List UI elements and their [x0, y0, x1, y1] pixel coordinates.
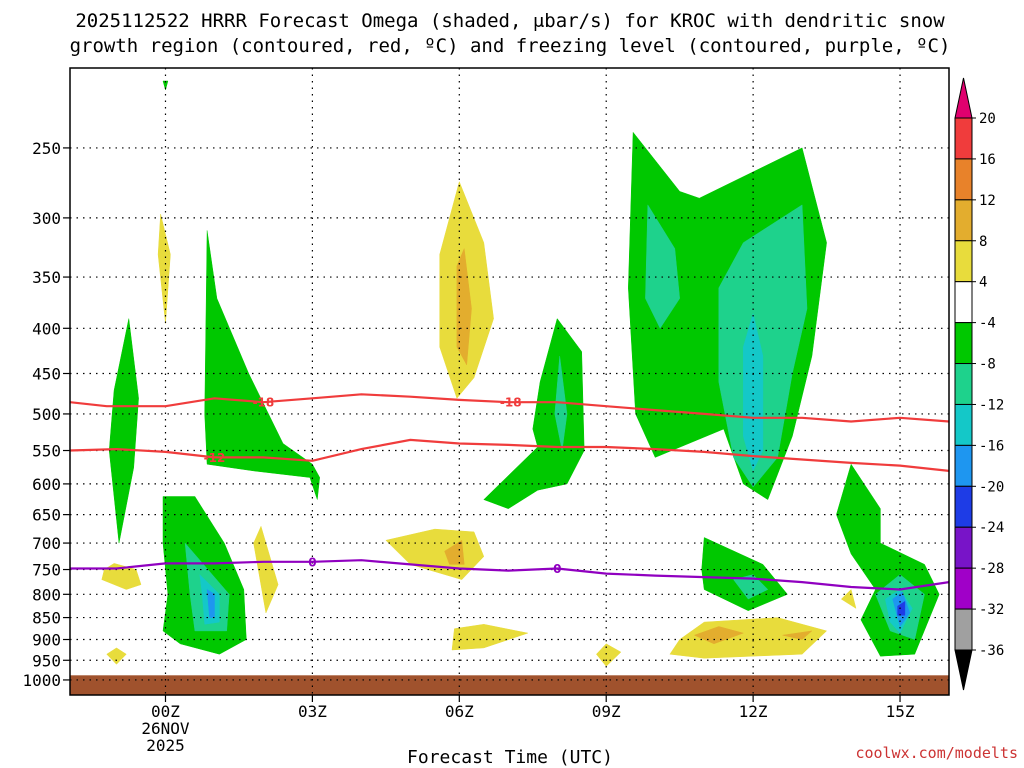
omega-region-28: [836, 463, 940, 657]
omega-region-21: [743, 312, 764, 472]
colorbar-label: -32: [979, 602, 1004, 618]
y-tick-label: 900: [32, 631, 61, 650]
y-tick-label: 950: [32, 651, 61, 670]
omega-region-5: [204, 230, 320, 500]
x-tick-label: 03Z: [298, 702, 327, 721]
colorbar-label: -16: [979, 438, 1004, 454]
contour-0: [70, 393, 949, 423]
x-tick-date: 26NOV: [141, 719, 190, 738]
colorbar-label: -28: [979, 561, 1004, 577]
y-tick-label: 300: [32, 209, 61, 228]
y-tick-label: 650: [32, 506, 61, 525]
chart-title-line1: 2025112522 HRRR Forecast Omega (shaded, …: [75, 10, 945, 32]
x-axis-label: Forecast Time (UTC): [407, 747, 613, 768]
y-tick-label: 1000: [22, 671, 61, 690]
omega-region-4: [206, 589, 215, 618]
x-tick-label: 06Z: [445, 702, 474, 721]
plot-area: -18 -18 -12 0 0: [69, 67, 950, 696]
colorbar-bin: [954, 117, 973, 160]
chart-title-line2: growth region (contoured, red, ºC) and f…: [70, 35, 951, 57]
y-tick-label: 700: [32, 534, 61, 553]
colorbar-label: 12: [979, 193, 996, 209]
colorbar-bin: [954, 526, 973, 569]
omega-region-12: [385, 528, 485, 580]
credit-text: coolwx.com/modelts: [855, 744, 1018, 762]
plot-frame: [69, 67, 950, 696]
colorbar-bin: [954, 199, 973, 242]
colorbar-label: -8: [979, 357, 996, 373]
x-tick-year: 2025: [146, 736, 185, 755]
omega-region-16: [483, 318, 585, 509]
omega-region-15: [596, 643, 622, 667]
omega-region-23: [733, 574, 769, 600]
y-tick-label: 400: [32, 319, 61, 338]
y-tick-label: 600: [32, 475, 61, 494]
colorbar-label: 4: [979, 275, 987, 291]
omega-region-8: [106, 647, 127, 665]
y-tick-label: 850: [32, 609, 61, 628]
omega-region-14: [451, 624, 529, 651]
contour-label-0-1: -18: [500, 396, 522, 410]
omega-region-27: [840, 589, 857, 609]
colorbar-bin: [954, 281, 973, 324]
omega-region-24: [669, 617, 828, 659]
colorbar-bin: [954, 567, 973, 610]
colorbar-label: -36: [979, 643, 1004, 659]
omega-colorbar: 20 16 12 8 4 -4 -8 -12 -16 -20 -24 -28 -32 -36: [954, 77, 1004, 691]
colorbar-label: 16: [979, 152, 996, 168]
omega-region-13: [444, 539, 465, 565]
colorbar-label: -4: [979, 316, 996, 332]
colorbar-bin: [954, 240, 973, 283]
y-axis-ticks: 250 300 350 400 450 500 550 600 650 700 750 800 850 9…: [22, 139, 70, 690]
x-tick-label: 12Z: [739, 702, 768, 721]
x-tick-label: 00Z: [151, 702, 180, 721]
colorbar-bottom-triangle: [954, 649, 973, 691]
x-tick-label: 15Z: [886, 702, 915, 721]
omega-region-7: [101, 563, 142, 590]
colorbar-label: -24: [979, 520, 1004, 536]
y-tick-label: 800: [32, 585, 61, 604]
omega-region-0: [108, 318, 139, 544]
temperature-contours: -18 -18 -12 0 0: [70, 393, 949, 591]
omega-region-19: [645, 204, 680, 329]
contour-2: [70, 559, 949, 591]
y-tick-label: 750: [32, 561, 61, 580]
colorbar-label: 8: [979, 234, 987, 250]
colorbar-bin: [954, 363, 973, 405]
omega-region-11: [456, 247, 472, 366]
y-tick-label: 250: [32, 139, 61, 158]
colorbar-top-triangle: [954, 77, 973, 119]
grid-layer: [70, 68, 949, 695]
colorbar-bin: [954, 403, 973, 446]
colorbar-bin: [954, 158, 973, 201]
colorbar-label: -12: [979, 397, 1004, 413]
omega-region-32: [897, 600, 906, 616]
colorbar-bin: [954, 322, 973, 365]
omega-region-25: [693, 626, 745, 645]
colorbar-bin: [954, 444, 973, 487]
y-tick-label: 350: [32, 268, 61, 287]
omega-region-26: [782, 630, 813, 640]
colorbar-label: 20: [979, 111, 996, 127]
terrain-band: [70, 675, 949, 695]
contour-label-1-0: -12: [204, 451, 226, 465]
y-tick-label: 500: [32, 405, 61, 424]
contour-1: [70, 438, 949, 472]
contour-label-2-1: 0: [553, 562, 561, 576]
x-tick-label: 09Z: [592, 702, 621, 721]
contour-label-2-0: 0: [308, 555, 316, 569]
contour-label-0-0: -18: [253, 396, 275, 410]
colorbar-bin: [954, 608, 973, 651]
omega-region-6: [157, 213, 171, 324]
y-tick-label: 450: [32, 365, 61, 384]
y-tick-label: 550: [32, 442, 61, 461]
terrain-layer: [70, 675, 949, 695]
colorbar-bin: [954, 485, 973, 528]
omega-region-22: [701, 537, 788, 611]
colorbar-label: -20: [979, 479, 1004, 495]
